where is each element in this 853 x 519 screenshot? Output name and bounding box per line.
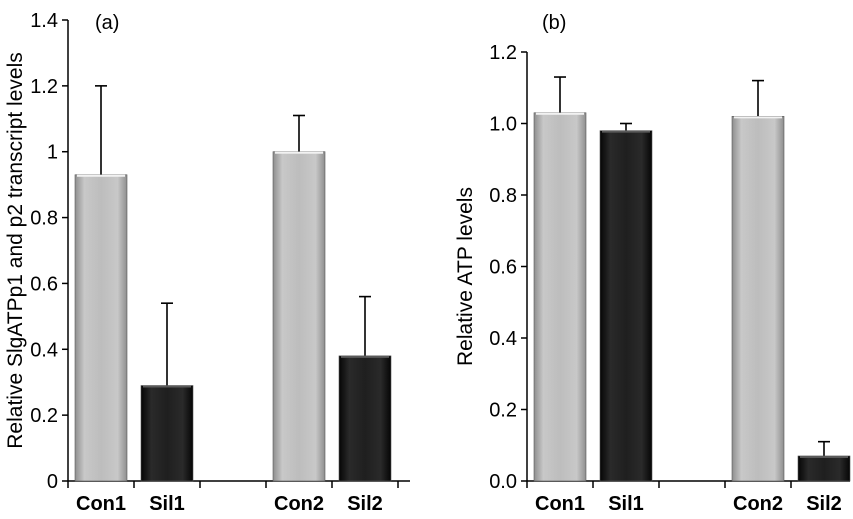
panel-a-bar-sil1	[140, 385, 194, 482]
panel-b: 0.0 0.2 0.4 0.6 0.8 1.0 1.2 Con1 Sil1 Con2 Sil2 Rel…	[454, 12, 851, 515]
panel-a-y-tick-label: 0.8	[30, 208, 58, 230]
panel-b-x-label-con2: Con2	[733, 493, 783, 515]
panel-b-y-tick-label: 0.2	[489, 400, 517, 422]
panel-a-y-tick-label: 1.2	[30, 76, 58, 98]
panel-a-y-tick-label: 1	[47, 142, 58, 164]
panel-b-y-tick-label: 1.2	[489, 42, 517, 64]
panel-b-bar-sil2	[797, 455, 851, 482]
panel-b-y-axis-title: Relative ATP levels	[454, 187, 477, 366]
panel-a: 0 0.2 0.4 0.6 0.8 1 1.2 1.4 Con1 Sil1 Con2 Sil2 Rela…	[4, 10, 410, 515]
panel-b-bar-highlight	[800, 455, 848, 458]
panel-a-x-label-sil2: Sil2	[347, 493, 383, 515]
panel-a-bar-highlight	[341, 355, 389, 358]
panel-b-y-tick-label: 0.8	[489, 185, 517, 207]
panel-a-y-tick-label: 0.4	[30, 339, 58, 361]
panel-b-bar-highlight	[734, 116, 782, 119]
panel-a-x-label-con2: Con2	[274, 493, 324, 515]
panel-a-y-tick-label: 0.6	[30, 273, 58, 295]
panel-a-y-tick-label: 0.2	[30, 405, 58, 427]
panel-b-y-tick-label: 1.0	[489, 114, 517, 136]
panel-b-x-label-sil1: Sil1	[608, 493, 644, 515]
panel-a-x-label-con1: Con1	[76, 493, 126, 515]
panel-a-y-axis-title: Relative SlgATPp1 and p2 transcript leve…	[4, 52, 27, 448]
panel-b-y-tick-label: 0.4	[489, 328, 517, 350]
panel-b-y-tick-label: 0.6	[489, 257, 517, 279]
panel-b-bar-con1	[533, 112, 587, 482]
panel-a-panel-label: (a)	[95, 12, 119, 34]
panel-a-bar-highlight	[77, 174, 125, 177]
panel-a-x-label-sil1: Sil1	[149, 493, 185, 515]
panel-a-bar-sil2	[338, 355, 392, 482]
panel-a-y-tick-label: 1.4	[30, 10, 58, 32]
panel-b-bar-sil1	[599, 130, 653, 482]
panel-a-bar-highlight	[275, 151, 323, 154]
panel-a-bar-con2	[272, 151, 326, 482]
panel-a-bar-con1	[74, 174, 128, 482]
panel-b-x-label-sil2: Sil2	[806, 493, 842, 515]
panel-b-bar-con2	[731, 116, 785, 482]
panel-a-y-tick-label: 0	[47, 471, 58, 493]
panel-b-panel-label: (b)	[542, 12, 566, 34]
panel-b-bar-highlight	[536, 112, 584, 115]
panel-b-x-label-con1: Con1	[535, 493, 585, 515]
panel-a-bar-highlight	[143, 385, 191, 388]
panel-b-bar-highlight	[602, 130, 650, 133]
panel-b-y-tick-label: 0.0	[489, 471, 517, 493]
